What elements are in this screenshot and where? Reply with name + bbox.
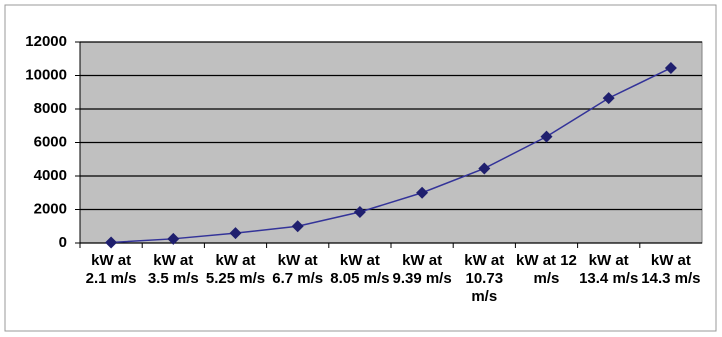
y-tick-label: 12000 bbox=[25, 33, 67, 50]
y-tick-label: 8000 bbox=[34, 100, 67, 117]
x-tick-label: kW at 3.5 m/s bbox=[147, 252, 199, 287]
x-tick-label: kW at 5.25 m/s bbox=[205, 252, 266, 287]
marker bbox=[229, 227, 242, 240]
marker bbox=[416, 186, 429, 199]
y-tick-label: 10000 bbox=[25, 66, 67, 83]
marker bbox=[167, 232, 180, 245]
marker bbox=[478, 162, 491, 175]
marker bbox=[602, 92, 615, 105]
y-tick-label: 0 bbox=[59, 234, 67, 251]
y-tick-label: 2000 bbox=[34, 200, 67, 217]
marker bbox=[664, 61, 677, 74]
marker bbox=[105, 236, 118, 249]
marker bbox=[291, 220, 304, 233]
x-tick-label: kW at 13.4 m/s bbox=[579, 252, 639, 287]
y-tick-label: 6000 bbox=[34, 133, 67, 150]
x-tick-label: kW at 6.7 m/s bbox=[272, 252, 324, 287]
marker bbox=[540, 130, 553, 143]
x-tick-label: kW at 9.39 m/s bbox=[392, 252, 452, 287]
line bbox=[111, 67, 672, 244]
y-tick-label: 4000 bbox=[34, 167, 67, 184]
x-tick-label: kW at 12 m/s bbox=[516, 252, 577, 287]
x-tick-label: kW at 8.05 m/s bbox=[330, 252, 390, 287]
x-tick-label: kW at 2.1 m/s bbox=[85, 252, 137, 287]
x-tick-label: kW at 14.3 m/s bbox=[641, 252, 701, 287]
marker bbox=[353, 206, 366, 219]
x-tick-label: kW at 10.73 m/s bbox=[464, 252, 505, 305]
